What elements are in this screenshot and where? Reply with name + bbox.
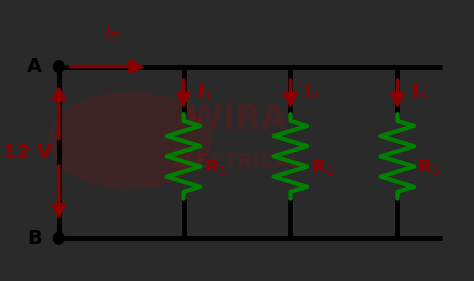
Text: R$_3$: R$_3$ xyxy=(418,157,440,177)
Circle shape xyxy=(50,93,210,188)
Text: R$_2$: R$_2$ xyxy=(310,157,333,177)
Text: WIRA: WIRA xyxy=(186,103,288,136)
Ellipse shape xyxy=(54,61,64,72)
Text: R$_1$: R$_1$ xyxy=(203,157,227,177)
Text: B: B xyxy=(27,229,42,248)
Text: I$_1$: I$_1$ xyxy=(197,82,213,102)
Text: I$_2$: I$_2$ xyxy=(304,82,319,102)
Text: ELECTRICAL: ELECTRICAL xyxy=(172,152,302,171)
Text: $I_T$: $I_T$ xyxy=(104,24,121,46)
Text: I$_3$: I$_3$ xyxy=(411,82,427,102)
Text: A: A xyxy=(27,57,42,76)
Text: 12 V: 12 V xyxy=(3,143,52,162)
Ellipse shape xyxy=(54,232,64,244)
